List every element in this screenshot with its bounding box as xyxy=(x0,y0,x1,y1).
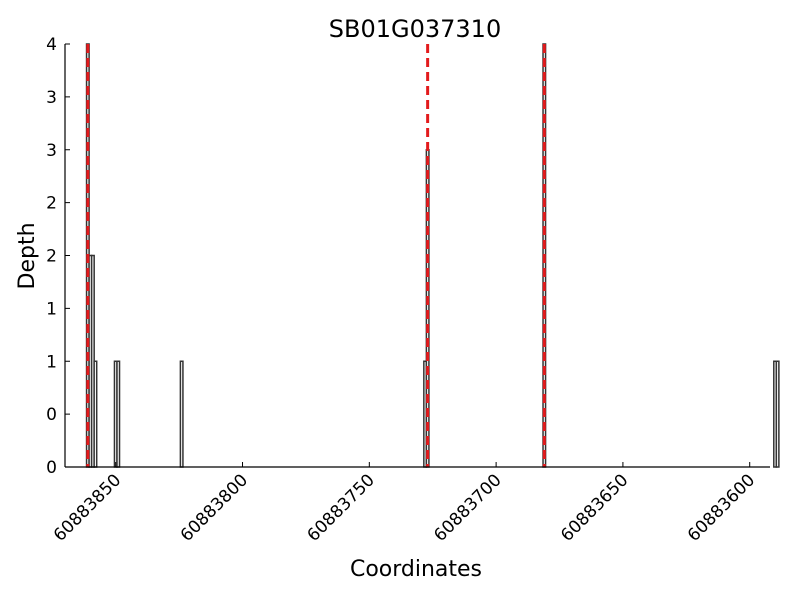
plot-area: 0 0 1 1 2 2 3 3 4 60883850 60883800 60883750 6088370… xyxy=(46,35,780,546)
y-axis-label: Depth xyxy=(15,222,40,289)
y-tick-label: 1 xyxy=(46,299,57,319)
y-tick-label: 3 xyxy=(46,88,57,108)
bar xyxy=(425,149,430,468)
y-tick-label: 2 xyxy=(46,194,57,214)
x-tick-label: 60883800 xyxy=(177,470,252,545)
x-tick-label: 60883700 xyxy=(430,470,505,545)
x-axis-label: Coordinates xyxy=(350,557,482,582)
bar xyxy=(775,360,780,468)
x-tick-label: 60883650 xyxy=(557,470,632,545)
bar xyxy=(116,360,121,468)
bar xyxy=(93,360,98,468)
y-tick-label: 3 xyxy=(46,141,57,161)
x-tick-label: 60883600 xyxy=(684,470,759,545)
y-tick-label: 0 xyxy=(46,405,57,425)
y-tick-label: 1 xyxy=(46,352,57,372)
chart-title: SB01G037310 xyxy=(329,15,501,43)
x-tick-label: 60883850 xyxy=(50,470,125,545)
bar xyxy=(179,360,184,468)
y-tick-label: 4 xyxy=(46,35,57,55)
y-tick-label: 0 xyxy=(46,458,57,478)
y-tick-label: 2 xyxy=(46,247,57,267)
x-tick-label: 60883750 xyxy=(304,470,379,545)
